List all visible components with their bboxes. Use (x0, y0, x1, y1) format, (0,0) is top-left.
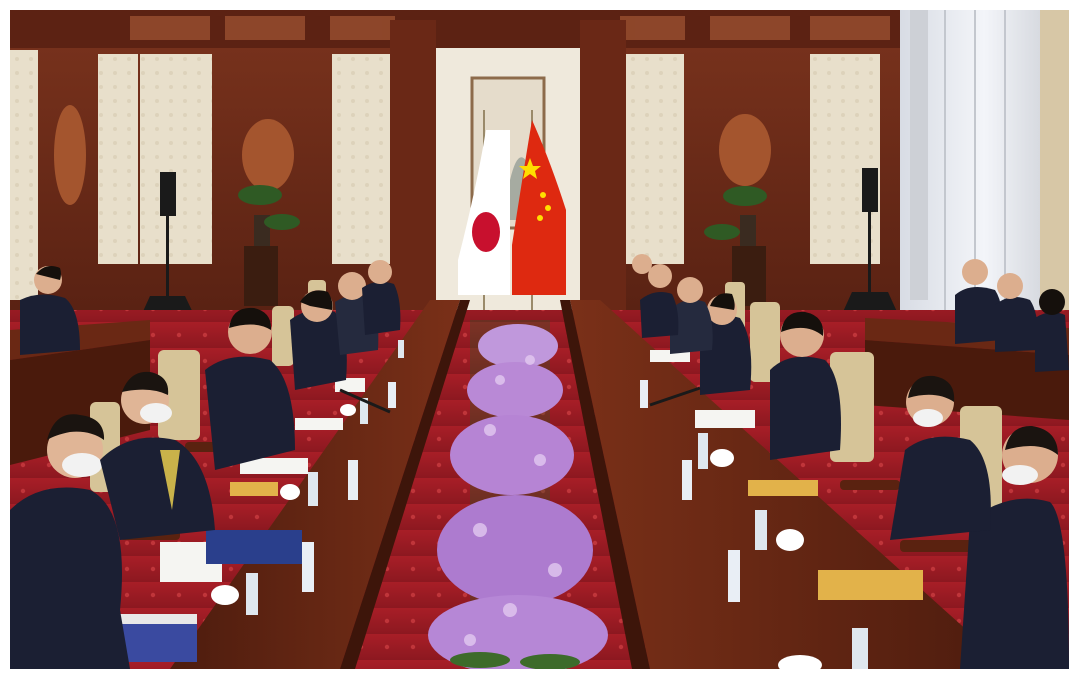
meeting-room-photo (10, 10, 1069, 669)
flag-japan (458, 110, 510, 310)
photo-canvas (10, 10, 1069, 669)
flag-china (512, 110, 566, 310)
back-wall (10, 10, 1069, 340)
wall-panels (10, 50, 880, 300)
orchid-centerpiece (428, 320, 608, 669)
wall-carvings (54, 105, 771, 205)
microphones (339, 386, 701, 414)
bonsai-right (704, 186, 767, 306)
bonsai-left (238, 185, 300, 306)
table-items-right (640, 350, 923, 669)
delegation-left (10, 260, 401, 669)
delegation-right (632, 254, 1069, 669)
